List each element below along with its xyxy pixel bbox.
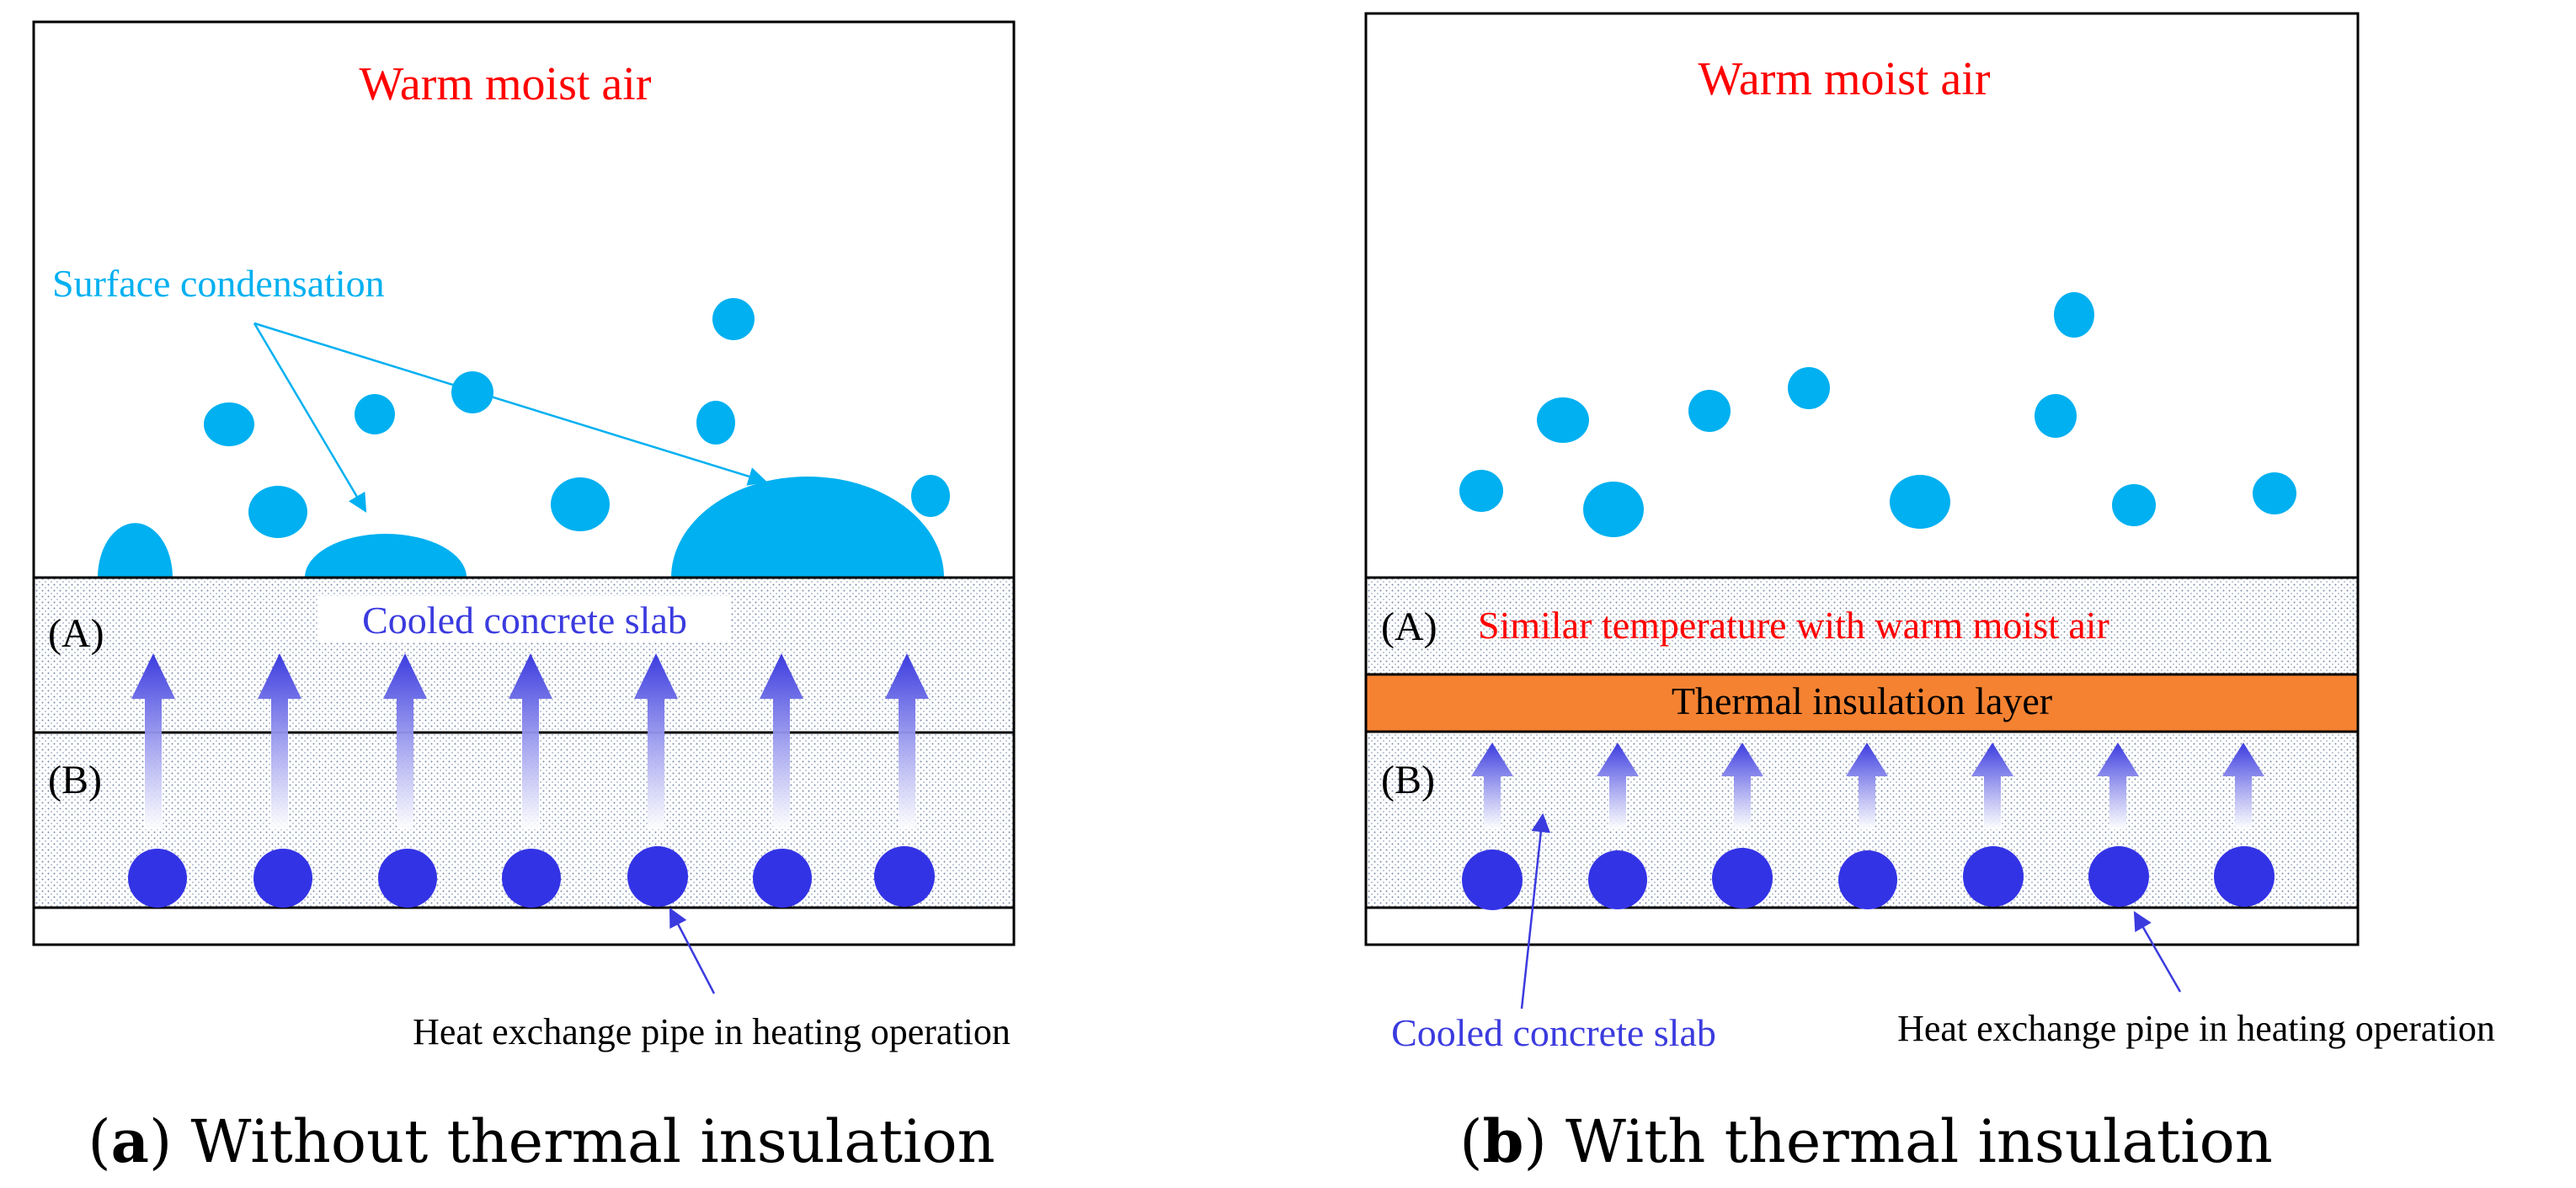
pipe-pointer (2133, 911, 2182, 993)
heat-arrow (509, 653, 552, 829)
heat-exchange-pipe (2214, 846, 2275, 907)
heat-arrow (2222, 743, 2264, 829)
droplet (1583, 482, 1644, 537)
heat-exchange-pipe (1963, 846, 2024, 907)
caption-text: With thermal insulation (1547, 1107, 2273, 1176)
heat-exchange-pipe (1838, 850, 1897, 909)
slab-label: Cooled concrete slab (362, 599, 687, 642)
droplet (451, 371, 493, 413)
panel-a-heat-arrows (131, 653, 929, 829)
droplet (696, 401, 735, 445)
droplet (204, 402, 254, 446)
condensation-pointer (253, 322, 768, 486)
caption-open-paren: ( (88, 1107, 110, 1176)
insulation-label: Thermal insulation layer (1672, 679, 2052, 722)
caption-b: (b) With thermal insulation (1459, 1106, 2273, 1176)
droplet (2054, 292, 2094, 338)
caption-letter: b (1483, 1106, 1524, 1176)
heat-exchange-pipe (378, 849, 437, 908)
caption-a: (a) Without thermal insulation (88, 1106, 995, 1176)
warm-air-label: Warm moist air (1699, 53, 1991, 105)
surface-condensation-label: Surface condensation (52, 262, 385, 305)
layer-a-label: (A) (1381, 605, 1437, 649)
panel-b: Warm moist air (A) Similar temperature w… (1364, 12, 2495, 1176)
heat-exchange-pipe (1712, 848, 1773, 908)
heat-exchange-pipe (627, 846, 688, 907)
droplet (1537, 397, 1589, 443)
droplet (2112, 484, 2156, 526)
heat-exchange-pipe (502, 849, 561, 908)
heat-arrow (885, 653, 929, 829)
panel-b-air-region (1364, 12, 2360, 579)
condensation-dome (98, 523, 173, 578)
heat-exchange-pipe (128, 849, 187, 908)
droplet (248, 486, 307, 538)
heat-exchange-pipe (753, 849, 812, 908)
condensation-dome (671, 477, 944, 578)
heat-arrow (1721, 743, 1763, 829)
caption-text: Without thermal insulation (172, 1107, 995, 1176)
heat-exchange-pipe (253, 849, 312, 908)
heat-exchange-pipe (1588, 850, 1647, 909)
heat-arrow (1597, 743, 1639, 829)
caption-close-paren: ) (149, 1107, 172, 1176)
layer-a-description: Similar temperature with warm moist air (1478, 604, 2109, 647)
caption-close-paren: ) (1523, 1107, 1546, 1176)
heat-arrow (1971, 743, 2013, 829)
layer-b-label: (B) (1381, 758, 1435, 802)
heat-exchange-pipe (2088, 846, 2149, 907)
heat-arrow (634, 653, 678, 829)
panel-b-heat-arrows (1471, 743, 2264, 829)
layer-b-label: (B) (48, 758, 102, 802)
heat-arrow (258, 653, 301, 829)
pipe-label: Heat exchange pipe in heating operation (413, 1011, 1011, 1052)
caption-letter: a (111, 1106, 149, 1176)
heat-arrow (1846, 743, 1888, 829)
droplet (551, 477, 610, 531)
droplet (1688, 390, 1731, 432)
condensation-pointer (253, 322, 367, 513)
panel-b-base (1364, 906, 2360, 946)
slab-label: Cooled concrete slab (1391, 1011, 1716, 1054)
heat-arrow (383, 653, 427, 829)
thermal-insulation-layer (1364, 673, 2360, 733)
heat-arrow (2097, 743, 2139, 829)
caption-open-paren: ( (1459, 1107, 1482, 1176)
pipe-label: Heat exchange pipe in heating operation (1897, 1008, 2495, 1049)
layer-a-label: (A) (48, 611, 104, 656)
heat-exchange-pipe (1462, 850, 1523, 910)
slab-label-bg (318, 596, 731, 642)
droplet (1459, 470, 1503, 512)
droplet (1788, 367, 1830, 409)
slab-pointer (1520, 812, 1550, 1010)
heat-arrow (1471, 743, 1513, 829)
warm-air-label: Warm moist air (360, 58, 652, 110)
panel-a: Warm moist air Surface condensation (A) … (32, 20, 1016, 1176)
heat-arrow (760, 653, 803, 829)
panel-b-layer-a (1364, 576, 2360, 676)
panel-a-base (32, 906, 1016, 946)
droplet (355, 394, 395, 434)
droplet (2253, 472, 2296, 514)
pipe-pointer (669, 908, 716, 994)
droplet (1890, 475, 1950, 529)
droplet (2035, 394, 2077, 438)
droplet (712, 298, 755, 340)
heat-arrow (131, 653, 175, 829)
condensation-dome (305, 534, 467, 578)
heat-exchange-pipe (874, 846, 935, 907)
droplet (911, 475, 950, 517)
